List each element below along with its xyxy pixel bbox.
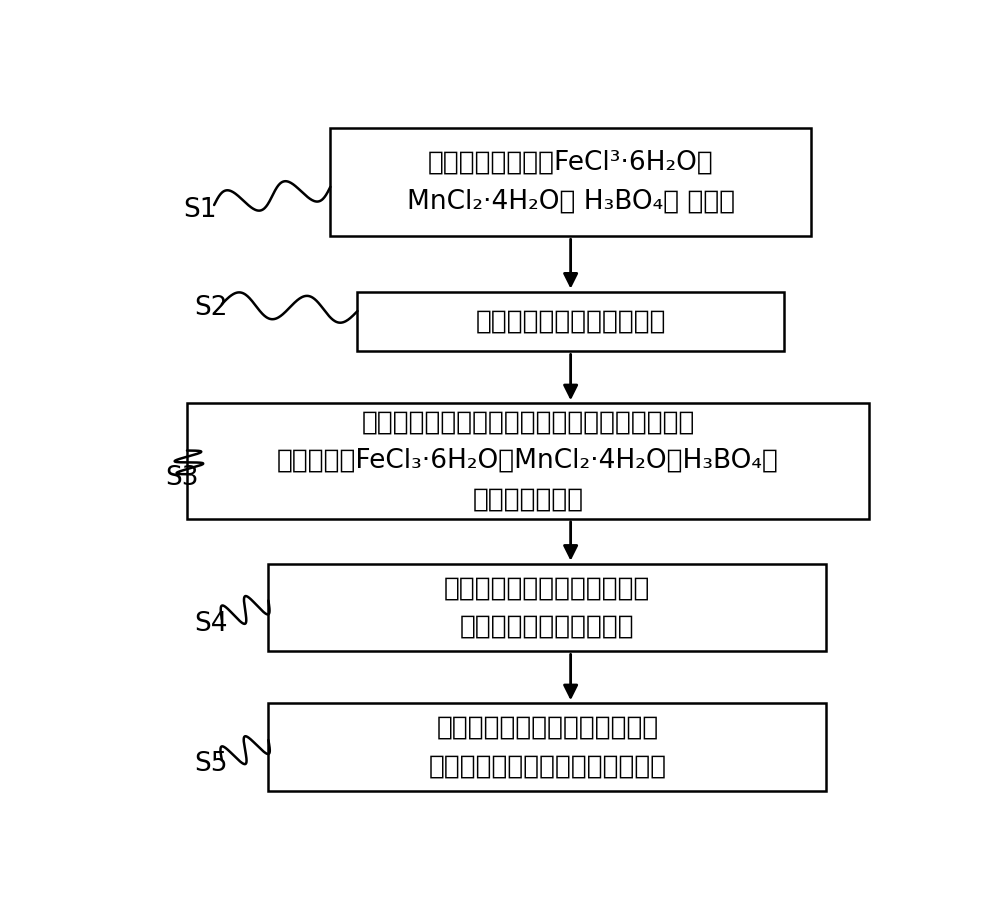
Text: 后加入所述FeCl₃·6H₂O、MnCl₂·4H₂O、H₃BO₄，: 后加入所述FeCl₃·6H₂O、MnCl₂·4H₂O、H₃BO₄， — [277, 448, 779, 474]
Text: 将所述生物质原料制成粉末: 将所述生物质原料制成粉末 — [475, 309, 666, 334]
Bar — [268, 564, 826, 651]
Text: S4: S4 — [195, 611, 228, 637]
Text: 热解处理，得到热解产物: 热解处理，得到热解产物 — [460, 613, 635, 640]
Text: S3: S3 — [165, 466, 199, 491]
Text: 搅拌得到混合液: 搅拌得到混合液 — [472, 487, 584, 513]
Text: S2: S2 — [195, 294, 228, 321]
Bar — [330, 128, 811, 236]
Text: S1: S1 — [183, 197, 217, 223]
Text: 冲洗所述热解产物，后进行干燥: 冲洗所述热解产物，后进行干燥 — [436, 715, 658, 741]
Text: 、得到硷掄杂铁锄磁性生物炭材料: 、得到硷掄杂铁锄磁性生物炭材料 — [428, 753, 666, 779]
Text: 提供生物质原料、FeCl³·6H₂O、: 提供生物质原料、FeCl³·6H₂O、 — [428, 149, 714, 176]
Bar — [357, 292, 784, 352]
Text: S5: S5 — [195, 751, 228, 777]
Bar — [187, 403, 869, 518]
Text: MnCl₂·4H₂O、 H₃BO₄、 超纯水: MnCl₂·4H₂O、 H₃BO₄、 超纯水 — [407, 188, 735, 214]
Text: 取制成粉末的所述生物质原料分散在超纯水中，: 取制成粉末的所述生物质原料分散在超纯水中， — [361, 410, 695, 436]
Text: 所述混合液干燥过夜，后进行: 所述混合液干燥过夜，后进行 — [444, 575, 651, 602]
Bar — [268, 703, 826, 791]
